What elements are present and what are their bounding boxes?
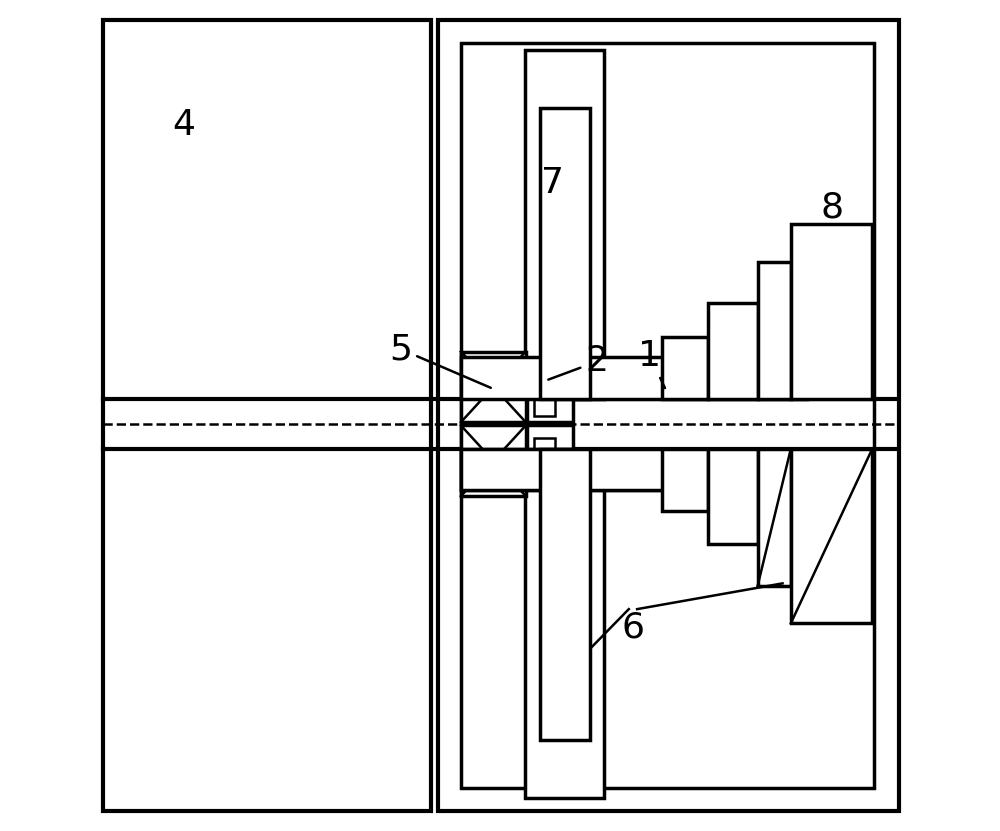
Bar: [708, 449, 758, 544]
Bar: [461, 449, 807, 490]
Bar: [540, 108, 590, 399]
Bar: [461, 425, 526, 496]
Bar: [525, 50, 604, 399]
Bar: [758, 449, 791, 586]
Bar: [461, 352, 526, 422]
Bar: [540, 449, 590, 740]
Bar: [461, 43, 874, 788]
Bar: [527, 382, 573, 422]
Text: 4: 4: [173, 108, 196, 141]
Text: 7: 7: [541, 166, 564, 199]
Bar: [534, 438, 555, 459]
Text: 1: 1: [638, 339, 665, 388]
Text: 8: 8: [821, 191, 844, 224]
Bar: [662, 449, 708, 511]
Bar: [525, 449, 604, 798]
Bar: [461, 357, 807, 399]
Bar: [791, 224, 872, 399]
Text: 2: 2: [548, 345, 609, 380]
Bar: [708, 303, 758, 399]
Bar: [758, 262, 791, 399]
Bar: [791, 449, 872, 623]
Bar: [438, 20, 899, 811]
Text: 6: 6: [621, 611, 644, 644]
Bar: [103, 20, 431, 811]
Text: 5: 5: [389, 332, 491, 388]
Bar: [527, 425, 573, 465]
Bar: [461, 449, 807, 490]
Bar: [662, 337, 708, 399]
Bar: [534, 395, 555, 416]
